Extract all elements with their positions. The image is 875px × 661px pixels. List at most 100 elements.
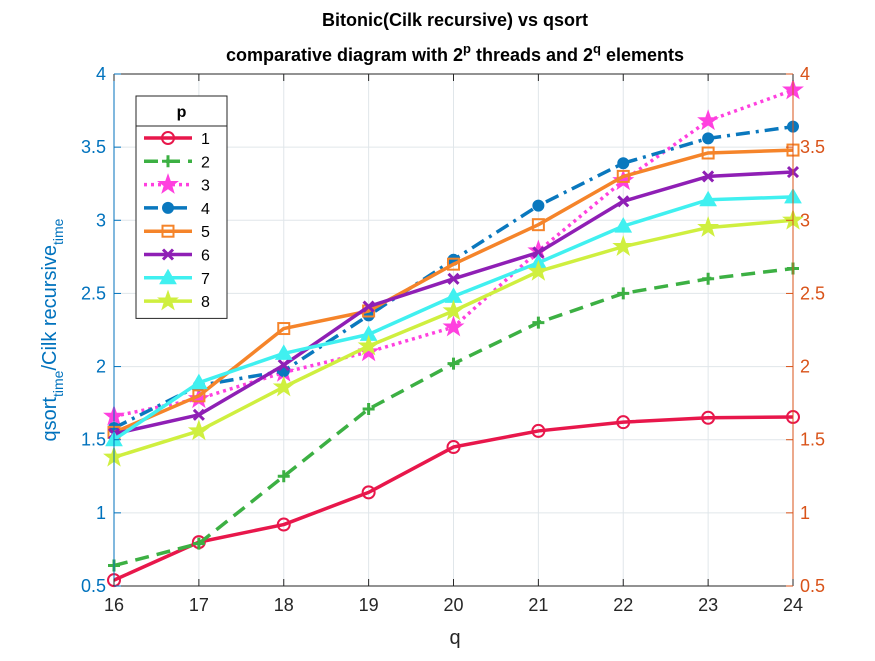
data-point-5 <box>616 169 630 183</box>
data-point-6 <box>532 246 545 259</box>
y-tick-label-right: 1.5 <box>800 430 825 450</box>
data-point-8 <box>612 235 635 256</box>
data-point-4 <box>532 199 545 212</box>
legend-marker-7 <box>159 268 177 285</box>
data-point-3 <box>612 169 635 191</box>
data-point-1 <box>276 517 291 532</box>
x-tick-label: 24 <box>783 595 803 615</box>
data-point-2 <box>617 287 630 300</box>
legend-marker-1 <box>161 131 175 145</box>
data-point-3 <box>442 315 465 337</box>
data-point-6 <box>617 195 630 208</box>
series-line-1 <box>113 415 794 582</box>
data-point-1 <box>531 423 546 438</box>
series-layer <box>103 78 804 588</box>
y-axis-label: qsorttime/Cilk recursivetime <box>39 218 66 441</box>
data-point-6 <box>447 272 460 285</box>
x-tick-label: 21 <box>528 595 548 615</box>
data-point-8 <box>272 375 295 397</box>
x-tick-label: 18 <box>274 595 294 615</box>
legend-label-4: 4 <box>201 201 210 218</box>
data-point-7 <box>190 373 208 390</box>
legend-marker-8 <box>157 289 179 311</box>
legend-title: p <box>177 104 187 121</box>
y-tick-label-right: 3 <box>800 210 810 230</box>
data-point-2 <box>362 402 375 415</box>
y-tick-label-right: 2 <box>800 357 810 377</box>
legend-marker-3 <box>157 173 179 194</box>
x-tick-label: 23 <box>698 595 718 615</box>
y-tick-label-right: 2.5 <box>800 283 825 303</box>
y-tick-label-left: 3 <box>96 210 106 230</box>
x-tick-label: 20 <box>443 595 463 615</box>
data-point-8 <box>697 216 720 237</box>
axis-layer: 16 17 18 19 20 21 22 23 240.511.522.533.540.511.… <box>81 64 825 615</box>
x-tick-label: 16 <box>104 595 124 615</box>
legend-label-5: 5 <box>201 224 210 241</box>
legend-item-1: 1 <box>144 131 210 148</box>
data-point-8 <box>442 299 465 321</box>
x-tick-label: 17 <box>189 595 209 615</box>
legend-item-2: 2 <box>144 154 210 171</box>
legend-item-4: 4 <box>144 201 210 218</box>
series-2 <box>108 262 799 572</box>
data-point-2 <box>447 357 460 370</box>
data-point-5 <box>277 322 291 336</box>
y-tick-label-left: 1 <box>96 503 106 523</box>
y-tick-label-right: 4 <box>800 64 810 84</box>
legend-marker-5 <box>161 224 175 238</box>
legend-item-3: 3 <box>144 173 210 195</box>
data-point-8 <box>187 419 210 441</box>
series-7 <box>105 187 802 447</box>
y-tick-label-left: 4 <box>96 64 106 84</box>
legend-label-7: 7 <box>201 271 210 288</box>
legend-label-3: 3 <box>201 178 210 195</box>
data-point-7 <box>699 190 717 207</box>
data-point-8 <box>527 259 550 281</box>
data-point-6 <box>192 408 205 421</box>
data-point-2 <box>277 470 290 483</box>
legend-label-6: 6 <box>201 248 210 265</box>
series-4 <box>108 120 799 435</box>
data-point-6 <box>362 300 375 313</box>
y-tick-label-left: 2 <box>96 357 106 377</box>
legend-label-2: 2 <box>201 154 210 171</box>
data-point-1 <box>616 415 631 430</box>
data-point-4 <box>617 157 630 170</box>
legend-label-1: 1 <box>201 131 210 148</box>
y-tick-label-right: 1 <box>800 503 810 523</box>
legend-marker-6 <box>161 248 175 261</box>
data-point-1 <box>361 485 376 500</box>
data-point-4 <box>702 132 715 145</box>
legend-item-5: 5 <box>144 224 210 241</box>
legend-marker-4 <box>162 201 174 214</box>
data-point-2 <box>192 537 205 550</box>
data-point-5 <box>447 257 460 271</box>
data-point-6 <box>702 170 715 183</box>
legend-label-8: 8 <box>201 294 210 311</box>
legend-item-8: 8 <box>144 289 210 311</box>
legend-item-7: 7 <box>144 268 210 288</box>
data-point-2 <box>702 272 715 285</box>
data-point-8 <box>357 334 380 356</box>
x-tick-label: 22 <box>613 595 633 615</box>
data-point-1 <box>701 410 716 425</box>
data-point-2 <box>532 316 545 329</box>
series-1 <box>107 410 800 588</box>
data-point-3 <box>187 387 210 409</box>
y-tick-label-left: 3.5 <box>81 137 106 157</box>
legend-item-6: 6 <box>144 248 210 265</box>
y-tick-label-right: 3.5 <box>800 137 825 157</box>
legend: p1 2 3 4 5 6 7 8 <box>135 95 228 319</box>
x-tick-label: 19 <box>359 595 379 615</box>
data-point-7 <box>614 217 633 233</box>
data-point-5 <box>192 389 206 403</box>
x-axis-label: q <box>449 627 460 649</box>
data-point-6 <box>277 359 290 372</box>
legend-marker-2 <box>162 155 174 168</box>
data-point-7 <box>274 344 293 360</box>
y-tick-label-right: 0.5 <box>800 576 825 596</box>
data-point-5 <box>701 146 715 160</box>
